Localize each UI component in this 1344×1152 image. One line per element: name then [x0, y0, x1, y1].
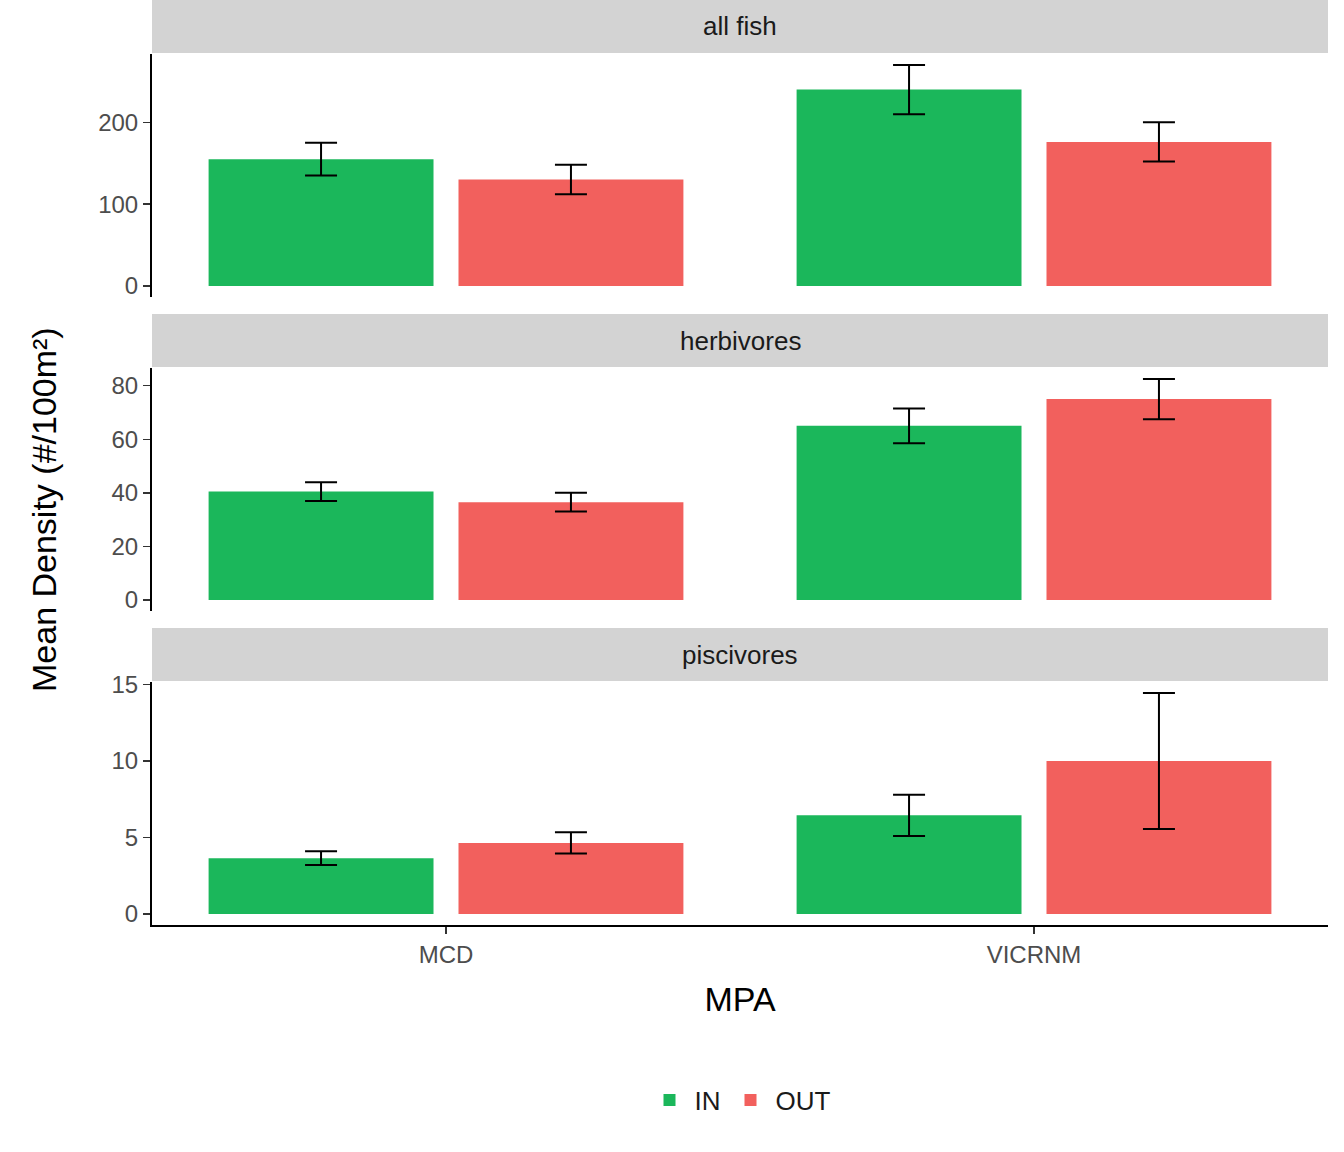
svg-text:10: 10 [111, 747, 138, 774]
svg-text:0: 0 [125, 900, 138, 927]
svg-text:IN: IN [695, 1086, 721, 1116]
svg-text:OUT: OUT [776, 1086, 831, 1116]
svg-text:MCD: MCD [419, 941, 474, 968]
svg-text:60: 60 [111, 426, 138, 453]
svg-text:Mean Density (#/100m²): Mean Density (#/100m²) [25, 327, 63, 692]
svg-text:5: 5 [125, 824, 138, 851]
svg-text:herbivores: herbivores [680, 326, 801, 356]
svg-text:100: 100 [98, 191, 138, 218]
svg-text:piscivores: piscivores [682, 640, 798, 670]
svg-text:0: 0 [125, 272, 138, 299]
svg-text:80: 80 [111, 372, 138, 399]
svg-text:all fish: all fish [703, 11, 777, 41]
svg-text:200: 200 [98, 109, 138, 136]
svg-text:MPA: MPA [704, 980, 775, 1018]
svg-text:VICRNM: VICRNM [987, 941, 1082, 968]
svg-text:0: 0 [125, 586, 138, 613]
svg-text:20: 20 [111, 533, 138, 560]
svg-text:40: 40 [111, 479, 138, 506]
svg-text:15: 15 [111, 671, 138, 698]
